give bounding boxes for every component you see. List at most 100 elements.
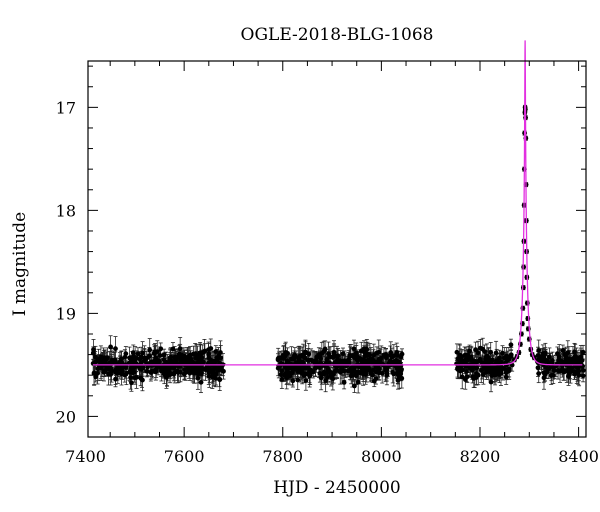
data-point: [291, 353, 297, 359]
data-point: [127, 369, 133, 375]
data-point: [313, 365, 318, 371]
data-point: [526, 336, 532, 342]
data-point: [368, 356, 374, 362]
data-point: [353, 350, 359, 356]
data-point: [351, 346, 357, 352]
data-point: [190, 359, 196, 365]
data-point: [138, 375, 144, 381]
data-point: [396, 375, 402, 381]
data-point: [307, 368, 312, 374]
data-point: [580, 349, 586, 355]
data-point: [206, 373, 212, 379]
data-point: [480, 346, 486, 352]
x-tick-label: 8000: [361, 447, 402, 466]
data-point: [190, 368, 196, 374]
data-point: [550, 365, 556, 370]
data-point: [221, 368, 226, 374]
data-point: [102, 368, 108, 374]
data-point: [560, 348, 566, 353]
data-point: [198, 379, 204, 385]
data-point: [363, 370, 368, 376]
x-tick-label: 7800: [262, 447, 303, 466]
data-point: [497, 355, 502, 361]
data-point: [550, 372, 556, 378]
data-point: [287, 370, 293, 376]
data-point: [331, 349, 337, 355]
data-point: [395, 369, 401, 375]
data-point: [481, 363, 486, 368]
data-point: [134, 356, 140, 361]
data-point: [342, 360, 348, 366]
data-point: [153, 355, 159, 360]
data-point: [275, 365, 281, 371]
data-point: [475, 350, 481, 356]
data-point: [139, 366, 144, 372]
data-point: [324, 370, 330, 376]
data-point: [180, 356, 186, 362]
data-point: [145, 364, 151, 370]
axis-ticks: [88, 61, 586, 438]
data-point: [186, 367, 192, 373]
data-point: [572, 349, 577, 355]
data-point: [202, 348, 208, 354]
data-point: [371, 352, 377, 358]
data-point: [290, 367, 296, 373]
data-point: [474, 365, 480, 370]
data-point: [206, 351, 212, 357]
data-point: [520, 285, 526, 291]
data-point: [574, 365, 580, 371]
data-point: [122, 354, 128, 360]
y-tick-label: 18: [56, 201, 76, 220]
data-point: [355, 379, 361, 385]
data-point: [337, 369, 343, 375]
data-point: [493, 350, 499, 356]
data-point: [535, 365, 541, 371]
data-point: [322, 346, 328, 352]
data-point: [302, 365, 308, 371]
data-points: [90, 104, 586, 389]
model-curve: [92, 40, 583, 366]
data-point: [206, 366, 212, 372]
data-point: [147, 347, 153, 353]
data-point: [520, 305, 526, 311]
data-point: [195, 375, 201, 381]
data-point: [464, 357, 470, 363]
data-point: [570, 356, 576, 361]
y-tick-label: 19: [56, 304, 76, 323]
data-point: [282, 371, 288, 377]
y-tick-label: 20: [56, 407, 76, 426]
data-point: [500, 350, 505, 356]
data-point: [376, 356, 382, 362]
data-point: [175, 368, 181, 374]
data-point: [519, 331, 524, 337]
data-point: [362, 353, 368, 359]
data-point: [341, 380, 347, 385]
data-point: [347, 367, 353, 372]
data-point: [476, 358, 482, 364]
data-point: [373, 360, 378, 366]
data-point: [138, 354, 144, 360]
data-point: [486, 367, 492, 372]
data-point: [161, 372, 167, 377]
data-point: [338, 358, 344, 364]
data-point: [187, 352, 193, 358]
data-point: [186, 356, 192, 362]
data-point: [108, 344, 114, 350]
data-point: [317, 365, 323, 371]
data-point: [129, 380, 134, 386]
data-point: [340, 351, 346, 357]
data-point: [217, 376, 222, 382]
data-point: [524, 300, 530, 306]
data-point: [192, 351, 198, 357]
data-point: [213, 349, 219, 355]
data-point: [199, 371, 204, 377]
data-point: [157, 359, 162, 364]
data-point: [387, 352, 393, 358]
data-point: [314, 354, 320, 360]
data-point: [459, 358, 465, 363]
data-point: [217, 364, 223, 370]
data-point: [198, 364, 204, 370]
data-point: [563, 359, 569, 365]
y-tick-label: 17: [56, 98, 76, 117]
data-point: [536, 371, 542, 377]
